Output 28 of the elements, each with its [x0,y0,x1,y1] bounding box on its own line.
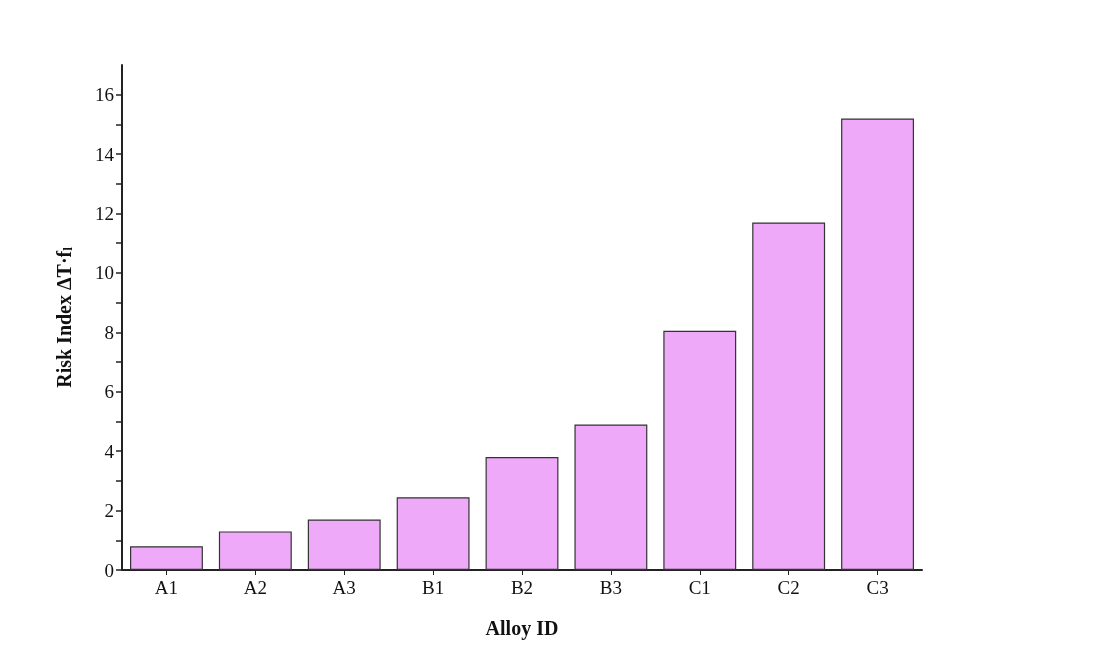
bar [130,546,203,570]
y-tick-label: 12 [95,203,114,225]
bar [307,519,381,570]
x-tick-label: A2 [243,577,267,598]
bar [841,118,914,570]
x-tick-label: B3 [599,577,622,598]
x-tick-label: C3 [866,577,889,598]
x-tick-label: A1 [154,577,179,598]
y-tick-label: 2 [104,500,114,522]
y-tick-label: 16 [95,84,114,106]
x-tick-label: B1 [422,577,445,598]
y-tick-label: 10 [95,262,114,284]
x-tick-label: C1 [688,577,711,598]
y-tick-label: 6 [104,381,114,403]
bar [574,424,648,570]
x-tick-label: C2 [777,577,800,598]
bar [752,222,826,570]
y-tick-label: 0 [104,559,114,581]
y-tick-label: 4 [104,440,115,462]
x-tick-label: A3 [332,577,356,598]
bar [663,330,737,570]
x-axis-title: Alloy ID [485,617,559,640]
bar [396,497,470,570]
y-tick-label: 8 [104,321,114,343]
bar [218,531,292,570]
y-tick-label: 14 [95,143,115,165]
bar [485,457,559,570]
x-tick-label: B2 [510,577,534,598]
